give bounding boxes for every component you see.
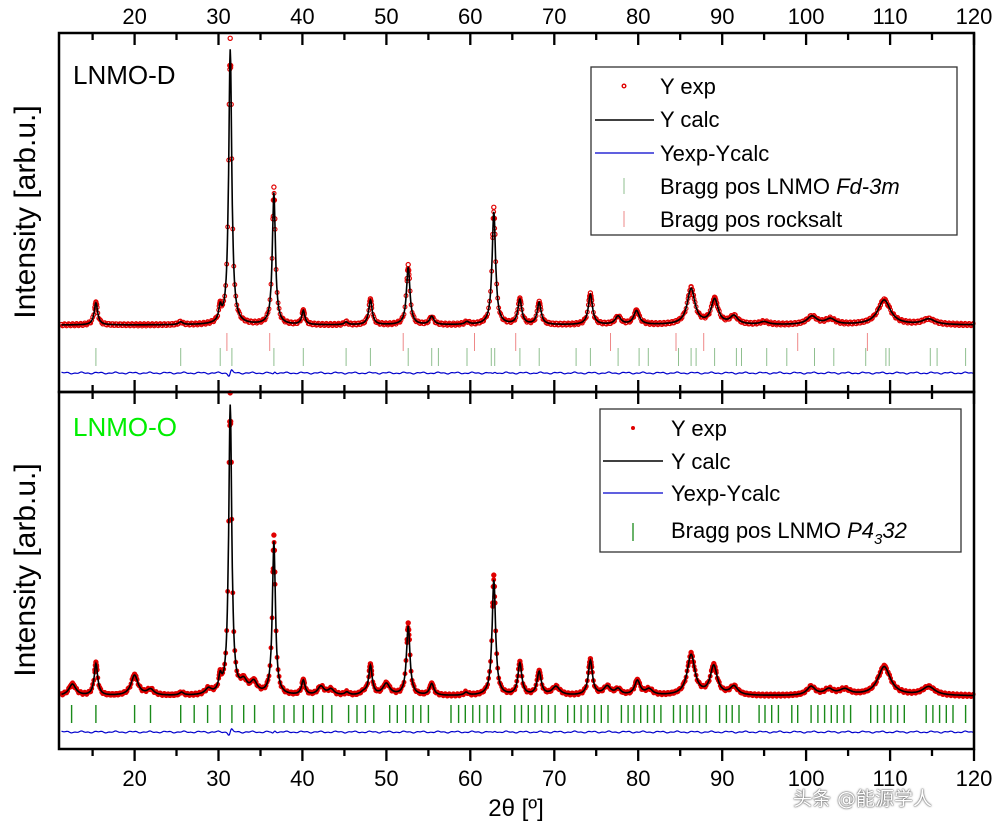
top-tick-label: 100	[788, 4, 825, 29]
top-tick-label: 80	[626, 4, 650, 29]
legend-exp-marker	[631, 426, 635, 430]
bottom-tick-label: 80	[626, 766, 650, 791]
svg-text:Y calc: Y calc	[660, 107, 720, 132]
top-tick-label: 120	[956, 4, 993, 29]
panel-lnmo-d: LNMO-D Y exp Y calc Yexp-Ycalc Bragg pos…	[57, 31, 976, 394]
bottom-tick-label: 30	[206, 766, 230, 791]
panel-label-lnmo-o: LNMO-O	[73, 412, 177, 442]
y-axis-title-top: Intensity [arb.u.]	[9, 105, 42, 318]
top-tick-label: 50	[374, 4, 398, 29]
svg-text:Yexp-Ycalc: Yexp-Ycalc	[671, 481, 780, 506]
top-tick-label: 110	[873, 4, 908, 29]
y-axis-title-bottom: Intensity [arb.u.]	[9, 463, 42, 676]
panel-label-lnmo-d: LNMO-D	[73, 60, 176, 90]
top-tick-label: 60	[458, 4, 482, 29]
svg-text:Bragg pos rocksalt: Bragg pos rocksalt	[660, 207, 842, 232]
bragg-ticks-bottom	[70, 705, 975, 723]
bottom-tick-label: 70	[542, 766, 566, 791]
top-tick-label: 30	[206, 4, 230, 29]
bottom-tick-label: 20	[122, 766, 146, 791]
calc-curve-top	[61, 49, 974, 326]
top-x-axis-labels: 20 30 40 50 60 70 80 90 100 110 120	[122, 4, 992, 29]
bottom-x-axis-labels: 20 30 40 50 60 70 80 90 100 110 120	[122, 766, 992, 791]
top-tick-label: 70	[542, 4, 566, 29]
bottom-tick-label: 60	[458, 766, 482, 791]
top-tick-label: 20	[122, 4, 146, 29]
bottom-tick-label: 40	[290, 766, 314, 791]
svg-text:Y calc: Y calc	[671, 449, 731, 474]
svg-text:Y exp: Y exp	[660, 74, 716, 99]
bragg-ticks-top	[95, 333, 967, 366]
svg-text:Y exp: Y exp	[671, 416, 727, 441]
x-axis-title: 2θ [º]	[488, 795, 543, 822]
svg-text:Bragg pos LNMO P4332: Bragg pos LNMO P4332	[671, 518, 907, 548]
top-tick-label: 40	[290, 4, 314, 29]
bottom-tick-label: 120	[956, 766, 993, 791]
bottom-tick-label: 100	[788, 766, 825, 791]
bottom-tick-label: 110	[873, 766, 908, 791]
top-tick-label: 90	[710, 4, 734, 29]
panel-lnmo-o: LNMO-O Y exp Y calc Yexp-Ycalc Bragg pos…	[57, 390, 976, 751]
legend-bottom: Y exp Y calc Yexp-Ycalc Bragg pos LNMO P…	[599, 408, 962, 553]
bottom-tick-label: 90	[710, 766, 734, 791]
difference-curve-top	[61, 369, 975, 377]
watermark: 头条 @能源学人	[793, 788, 933, 810]
legend-exp-marker	[621, 83, 627, 89]
calc-curve-bottom	[61, 404, 974, 697]
axis-ticks	[91, 33, 976, 761]
svg-text:Yexp-Ycalc: Yexp-Ycalc	[660, 141, 769, 166]
svg-text:Bragg pos LNMO Fd-3m: Bragg pos LNMO Fd-3m	[660, 174, 900, 199]
legend-top: Y exp Y calc Yexp-Ycalc Bragg pos LNMO F…	[590, 66, 958, 236]
bottom-tick-label: 50	[374, 766, 398, 791]
difference-curve-bottom	[61, 728, 975, 736]
